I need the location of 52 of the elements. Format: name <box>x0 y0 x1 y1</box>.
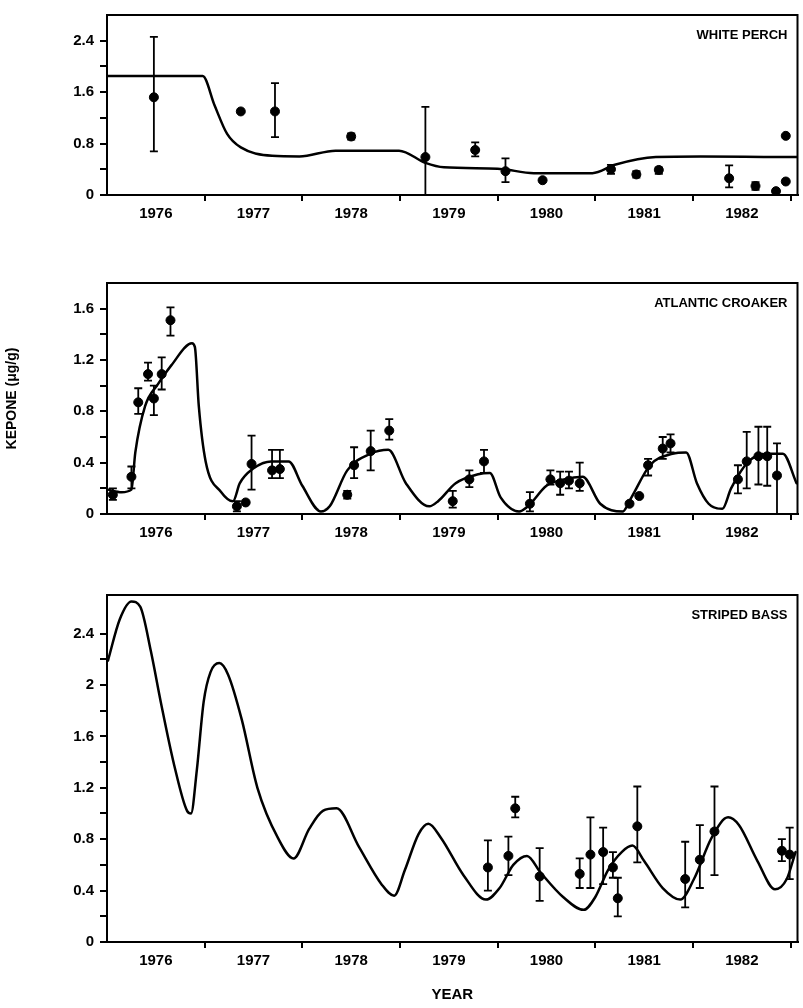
x-tick-label: 1977 <box>236 523 271 541</box>
x-tick-label: 1978 <box>334 523 368 541</box>
y-tick-label: 2.4 <box>73 623 95 641</box>
y-tick-label: 0 <box>85 932 94 950</box>
text: WHITE PERCH <box>696 27 788 43</box>
x-tick-label: 1979 <box>432 951 466 969</box>
y-tick-label: 2 <box>85 675 94 693</box>
y-tick-label: 1.6 <box>73 298 94 316</box>
x-tick-label: 1976 <box>139 951 173 969</box>
x-tick-label: 1979 <box>432 204 466 222</box>
y-tick-label: 1.6 <box>73 726 94 744</box>
y-tick-label: 1.2 <box>73 777 94 795</box>
y-tick-label: 0.4 <box>73 880 95 898</box>
point <box>634 491 645 502</box>
x-tick-label: 1981 <box>627 523 661 541</box>
x-tick-label: 1976 <box>139 204 173 222</box>
x-tick-label: 1979 <box>432 523 466 541</box>
x-tick-label: 1978 <box>334 951 368 969</box>
y-tick-label: 1.6 <box>73 82 94 100</box>
y-tick-label: 0 <box>85 504 94 522</box>
x-tick-label: 1982 <box>725 523 759 541</box>
y-axis-title: KEPONE (μg/g) <box>3 347 20 450</box>
point <box>780 176 791 187</box>
y-tick-label: 0.4 <box>73 452 95 470</box>
point <box>240 497 251 508</box>
x-tick-label: 1980 <box>529 951 564 969</box>
y-tick-label: 0.8 <box>73 829 94 847</box>
y-tick-label: 0.8 <box>73 401 94 419</box>
point <box>771 186 782 195</box>
x-tick-label: 1980 <box>529 204 564 222</box>
text: STRIPED BASS <box>691 607 788 623</box>
text: ATLANTIC CROAKER <box>654 295 789 311</box>
y-tick-label: 0 <box>85 185 94 203</box>
x-tick-label: 1977 <box>236 951 271 969</box>
point <box>537 175 548 186</box>
point <box>585 849 596 860</box>
x-tick-label: 1976 <box>139 523 173 541</box>
x-tick-label: 1977 <box>236 204 271 222</box>
x-tick-label: 1982 <box>725 204 759 222</box>
x-axis-title: YEAR <box>431 985 474 1003</box>
x-tick-label: 1978 <box>334 204 368 222</box>
point <box>780 130 791 141</box>
x-tick-label: 1981 <box>627 204 661 222</box>
x-tick-label: 1982 <box>725 951 759 969</box>
point <box>503 850 514 861</box>
y-tick-label: 0.8 <box>73 133 94 151</box>
point <box>165 315 176 326</box>
x-tick-label: 1980 <box>529 523 564 541</box>
point <box>235 106 246 117</box>
x-tick-label: 1981 <box>627 951 661 969</box>
y-tick-label: 1.2 <box>73 350 94 368</box>
y-tick-label: 2.4 <box>73 30 95 48</box>
